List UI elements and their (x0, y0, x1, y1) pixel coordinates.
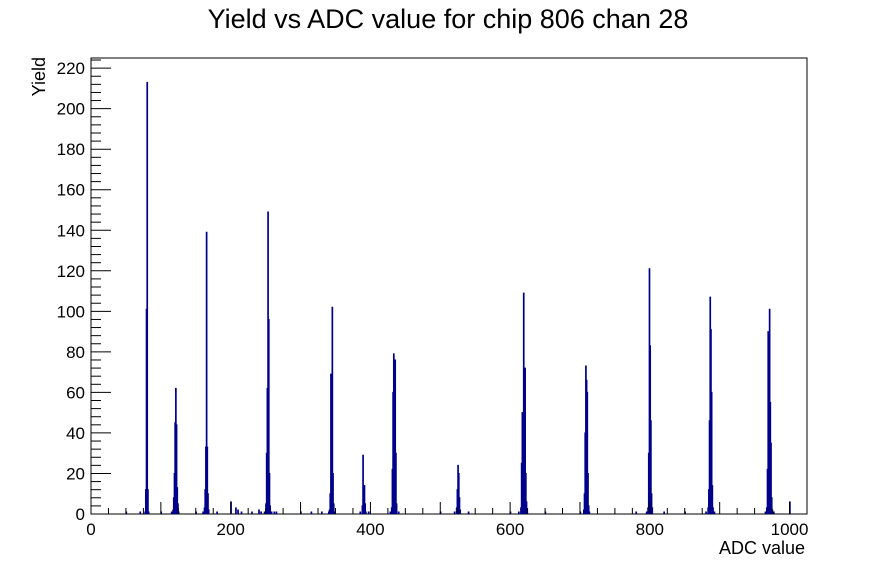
histogram-bin (453, 511, 456, 514)
histogram-bin (458, 497, 461, 514)
x-tick-label: 600 (496, 520, 524, 539)
histogram-bin (586, 391, 589, 514)
histogram-bin (713, 511, 716, 514)
histogram-bin (260, 511, 262, 514)
histogram-bin (263, 511, 266, 514)
y-axis-title: Yield (29, 57, 49, 96)
histogram-bin (518, 511, 520, 514)
histogram-bin (770, 497, 773, 514)
histogram-bin (175, 424, 178, 514)
histogram-bin (367, 511, 370, 514)
histogram-bars (125, 81, 791, 514)
histogram-bin (362, 454, 364, 514)
y-tick-label: 220 (57, 59, 85, 78)
histogram-bin (772, 511, 775, 514)
histogram-bin (359, 511, 362, 514)
histogram-bin (588, 511, 591, 514)
x-tick-label: 200 (217, 520, 245, 539)
x-tick-label: 1000 (771, 520, 809, 539)
histogram-bin (207, 509, 210, 514)
histogram-bin (147, 511, 150, 514)
plot-frame (90, 57, 808, 515)
histogram-bin (269, 505, 272, 514)
histogram-bin (251, 511, 253, 514)
histogram-bin (650, 493, 653, 514)
histogram-bin (205, 231, 208, 514)
histogram-bin (237, 509, 239, 514)
histogram-bin (587, 505, 590, 514)
x-tick-label: 0 (86, 520, 95, 539)
histogram-bin (397, 511, 400, 514)
histogram-bin (705, 511, 707, 514)
histogram-bin (459, 509, 462, 514)
y-tick-label: 160 (57, 181, 85, 200)
x-axis-title: ADC value (719, 538, 805, 558)
histogram-bin (240, 511, 243, 514)
chart-title: Yield vs ADC value for chip 806 chan 28 (208, 4, 689, 34)
histogram-bin (202, 511, 204, 514)
y-axis: 0 20 40 60 80 100 120 140 160 180 200 220 (57, 59, 111, 524)
histogram-bin (770, 442, 772, 514)
histogram-bin (524, 472, 527, 514)
histogram-bin (587, 472, 589, 514)
histogram-bin (331, 306, 334, 514)
x-tick-label: 400 (356, 520, 384, 539)
histogram-bin (467, 511, 470, 514)
histogram-bin (332, 472, 334, 514)
y-tick-label: 100 (57, 302, 85, 321)
histogram-bin (365, 511, 367, 514)
histogram-bin (712, 507, 714, 514)
histogram-bin (206, 446, 209, 514)
histogram-bin (650, 420, 652, 514)
histogram-bin (207, 493, 209, 514)
histogram-bin (146, 81, 149, 514)
histogram-bin (147, 489, 149, 514)
histogram-bin (711, 485, 714, 514)
y-tick-label: 200 (57, 100, 85, 119)
histogram-bin (363, 485, 366, 514)
histogram-bin (525, 501, 528, 514)
y-tick-label: 120 (57, 262, 85, 281)
histogram-bin (524, 367, 526, 514)
x-tick-label: 800 (636, 520, 664, 539)
x-axis: 0 200 400 600 800 1000 (86, 502, 808, 539)
histogram-bin (275, 511, 278, 514)
histogram-bin (176, 487, 179, 514)
histogram-bin (395, 452, 397, 514)
histogram-bin (139, 511, 142, 514)
histogram-bin (457, 472, 460, 514)
y-tick-label: 60 (66, 383, 85, 402)
histogram-bin (235, 507, 237, 514)
histogram-bin (710, 391, 713, 514)
histogram-bin (394, 359, 397, 514)
histogram-bin (395, 503, 398, 514)
y-tick-label: 40 (66, 424, 85, 443)
histogram-bin (651, 507, 654, 514)
histogram-bin (267, 318, 270, 514)
histogram-bin (645, 511, 648, 514)
y-tick-label: 20 (66, 464, 85, 483)
y-tick-label: 0 (76, 505, 85, 524)
histogram-bin (270, 511, 273, 514)
histogram-bin (364, 503, 367, 514)
y-tick-label: 80 (66, 343, 85, 362)
histogram-bin (764, 511, 767, 514)
histogram-bin (258, 509, 260, 514)
histogram-bin (635, 511, 638, 514)
y-tick-label: 140 (57, 221, 85, 240)
histogram-bin (273, 511, 276, 514)
histogram-bin (216, 511, 218, 514)
histogram-bin (389, 511, 392, 514)
histogram-bin (268, 472, 271, 514)
histogram-bin (321, 511, 323, 514)
histogram-bin (663, 511, 665, 514)
histogram-bin (332, 503, 335, 514)
y-tick-label: 180 (57, 140, 85, 159)
histogram-bin (310, 511, 313, 514)
histogram-bin (522, 292, 525, 514)
histogram-bin (170, 511, 173, 514)
